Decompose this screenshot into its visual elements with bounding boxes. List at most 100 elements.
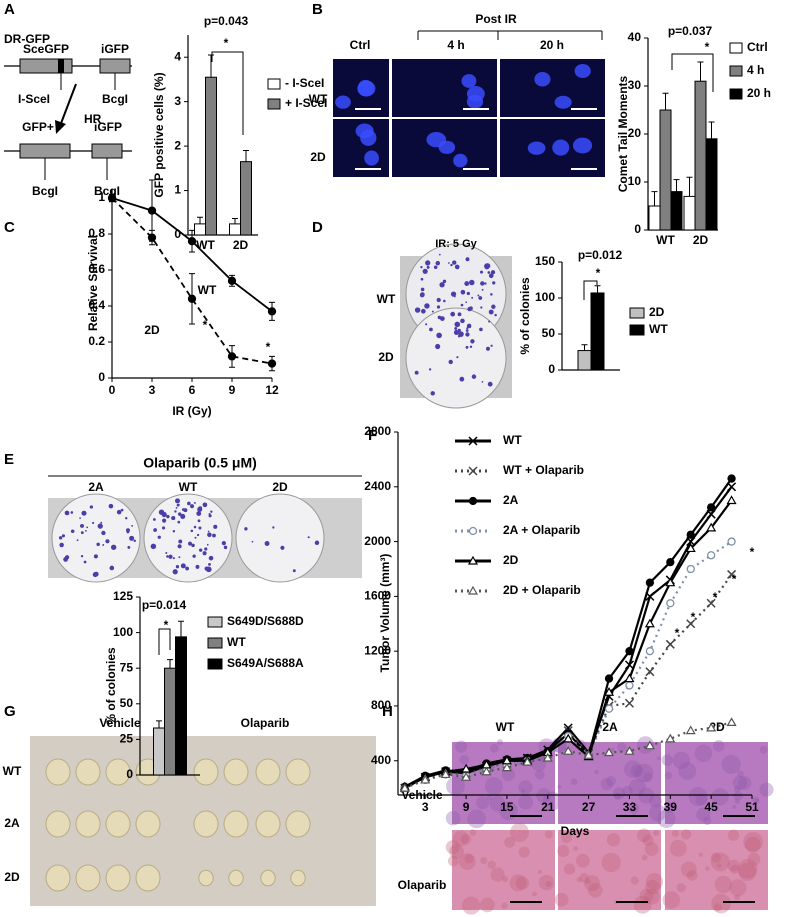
tissue-texture xyxy=(636,736,655,754)
bar xyxy=(705,138,718,231)
column-group-label: Post IR xyxy=(475,12,517,26)
tissue-texture xyxy=(628,803,640,814)
tissue-texture xyxy=(445,810,461,826)
colony xyxy=(420,277,424,281)
gene-box xyxy=(91,143,123,159)
tissue-texture xyxy=(564,863,576,875)
colony xyxy=(81,510,87,516)
row-label: WT xyxy=(309,92,328,106)
colony xyxy=(131,524,134,527)
panel-letter: A xyxy=(4,1,15,18)
tissue-texture xyxy=(644,842,659,856)
colony xyxy=(466,291,470,296)
marker xyxy=(645,578,655,587)
colony xyxy=(92,572,98,578)
error-bar xyxy=(232,218,238,224)
x-tick-label: WT xyxy=(656,233,675,247)
legend-label: 2D xyxy=(649,305,665,319)
marker xyxy=(267,307,277,316)
tissue-texture xyxy=(462,896,481,915)
marker xyxy=(501,762,512,772)
annotation: * xyxy=(675,626,680,640)
significance-bracket xyxy=(583,280,598,300)
marker xyxy=(726,495,737,505)
colony xyxy=(206,543,209,546)
colony xyxy=(161,526,166,530)
colony xyxy=(61,534,66,538)
colony xyxy=(174,510,177,513)
colony xyxy=(486,346,490,351)
nucleus xyxy=(364,150,379,166)
column-label: 2D xyxy=(272,480,288,494)
marker xyxy=(187,294,197,303)
tissue-texture xyxy=(737,776,752,790)
tissue-texture xyxy=(544,830,553,839)
marker xyxy=(644,618,655,628)
colony xyxy=(175,565,180,569)
colony xyxy=(464,281,470,287)
colony xyxy=(126,530,130,534)
colony xyxy=(133,539,136,543)
tissue-texture xyxy=(634,763,654,783)
y-tick-label: 1 xyxy=(98,190,105,204)
tissue-texture xyxy=(446,776,465,796)
panel-letter: B xyxy=(312,1,323,18)
marker xyxy=(686,530,695,539)
tissue-texture xyxy=(644,888,660,905)
colony xyxy=(175,498,181,504)
colony xyxy=(280,545,285,550)
tissue-texture xyxy=(734,798,741,805)
diagram-label: GFP+ xyxy=(22,120,54,134)
marker xyxy=(686,564,695,574)
histology-image xyxy=(665,742,768,824)
colony xyxy=(97,523,103,529)
x-tick-label: 3 xyxy=(422,800,429,814)
tumor xyxy=(105,810,131,838)
tissue-texture xyxy=(554,892,569,907)
marker xyxy=(522,756,533,766)
legend-swatch xyxy=(207,616,223,628)
y-axis-label: Comet Tail Moments xyxy=(616,75,630,192)
colony xyxy=(93,554,98,559)
error-bar xyxy=(673,179,680,192)
error-bar xyxy=(708,121,715,139)
error-bar xyxy=(662,92,669,110)
marker xyxy=(644,740,655,750)
colony xyxy=(204,547,208,551)
y-tick-label: 0.6 xyxy=(88,262,105,276)
tissue-texture xyxy=(455,740,468,753)
tissue-texture xyxy=(490,867,505,882)
site-band xyxy=(58,59,64,73)
marker xyxy=(707,551,716,560)
tissue-texture xyxy=(736,770,744,778)
tissue-texture xyxy=(648,794,662,808)
y-tick-label: 125 xyxy=(113,589,133,603)
colony xyxy=(213,524,218,529)
legend-label: WT xyxy=(503,433,522,447)
marker xyxy=(727,569,737,579)
colony xyxy=(192,554,196,558)
nucleus xyxy=(438,140,456,154)
colony xyxy=(153,529,156,532)
y-tick-label: 3 xyxy=(174,94,181,108)
tissue-texture xyxy=(467,809,486,829)
tissue-texture xyxy=(557,844,570,857)
tumor xyxy=(45,758,71,786)
legend-label: WT xyxy=(649,322,668,336)
marker xyxy=(685,543,696,553)
nucleus xyxy=(572,137,593,154)
colony xyxy=(439,282,445,288)
colony xyxy=(466,323,472,329)
colony xyxy=(465,301,468,304)
tissue-texture xyxy=(606,833,621,847)
tissue-texture xyxy=(616,742,627,753)
legend-label: 20 h xyxy=(747,86,771,100)
colony xyxy=(185,566,190,571)
tumor xyxy=(105,864,131,892)
tissue-texture xyxy=(449,844,464,859)
colony xyxy=(166,555,169,558)
tissue-texture xyxy=(744,836,761,853)
colony xyxy=(264,541,270,546)
error-bar xyxy=(197,216,203,224)
colony xyxy=(171,516,176,521)
